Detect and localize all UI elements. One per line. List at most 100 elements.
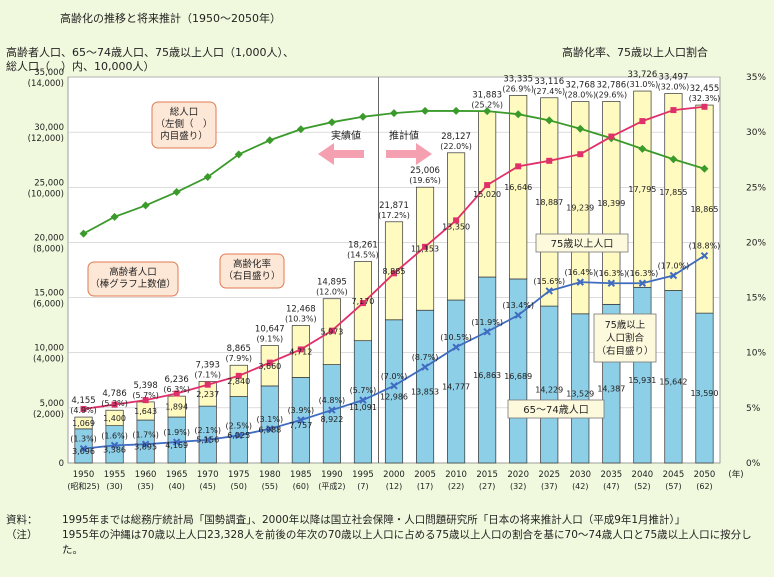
aging-rate-label: (4.9%) <box>70 406 97 415</box>
total-value-label: 10,647 <box>255 325 285 335</box>
total-population-marker <box>203 173 212 182</box>
bar-75-plus-label: 4,712 <box>289 347 312 356</box>
total-value-label: 7,393 <box>196 360 220 370</box>
aging-rate-callout-line: 高齢化率 <box>233 258 272 270</box>
bar-75-plus <box>198 381 217 407</box>
total-value-label: 28,127 <box>441 132 471 142</box>
ratio-75-label: (5.7%) <box>350 386 377 395</box>
projected-arrow <box>386 143 432 165</box>
ratio-75-label: (2.5%) <box>225 421 252 430</box>
aging-rate-label: (31.0%) <box>627 80 659 89</box>
ratio-75-marker <box>638 279 647 287</box>
x-tick-label: 2000 <box>383 470 405 480</box>
total-population-marker <box>545 116 554 125</box>
x-era-label: (42) <box>572 482 588 491</box>
bar-65-74 <box>322 364 341 464</box>
ratio-75-label: (18.8%) <box>689 242 721 251</box>
right-tick-label: 25% <box>746 183 766 193</box>
bar-65-74 <box>478 276 497 464</box>
ratio75-label-line: 人口割合 <box>606 332 645 344</box>
total-population-callout-line: 内目盛り） <box>160 130 208 142</box>
ratio-75-label: (2.1%) <box>194 426 221 435</box>
left-tick-sublabel: (14,000) <box>28 79 64 89</box>
ratio-75-marker <box>514 311 522 319</box>
x-tick-label: 1960 <box>135 470 157 480</box>
aging-rate-label: (26.9%) <box>502 84 534 93</box>
aging-rate-marker <box>701 103 708 110</box>
note-remark: （注） 1955年の沖縄は70歳以上人口23,328人を前後の年次の70歳以上人… <box>6 528 766 558</box>
bar-75-plus-label: 16,646 <box>504 183 532 192</box>
age-65-74-label-box <box>507 399 605 419</box>
bar-65-74-label: 12,986 <box>380 392 408 401</box>
x-era-label: (40) <box>168 482 184 491</box>
bar-75-plus-label: 1,069 <box>72 419 95 428</box>
right-tick-label: 10% <box>746 349 766 359</box>
x-tick-label: 2020 <box>507 470 529 480</box>
aging-rate-label: (9.1%) <box>257 335 284 344</box>
aging-rate-label: (32.3%) <box>689 94 721 103</box>
bar-75-plus-label: 7,170 <box>351 297 374 306</box>
x-tick-label: 2040 <box>632 470 654 480</box>
x-era-label: (47) <box>603 482 619 491</box>
x-tick-label: 1985 <box>290 470 312 480</box>
bar-65-74-label: 6,988 <box>258 425 281 434</box>
chart-notes: 資料： 1995年までは総務庁統計局「国勢調査」、2000年以降は国立社会保障・… <box>6 513 766 558</box>
total-value-label: 32,455 <box>690 84 720 94</box>
ratio-75-marker <box>110 441 119 450</box>
ratio-75-label: (1.9%) <box>163 428 190 437</box>
total-population-marker <box>358 112 367 121</box>
note-source-text: 1995年までは総務庁統計局「国勢調査」、2000年以降は国立社会保障・人口問題… <box>62 514 686 526</box>
aging-rate-label: (17.2%) <box>378 211 410 220</box>
aging-rate-label: (32.0%) <box>658 83 690 92</box>
ratio-75-marker <box>483 328 491 336</box>
bar-75-plus-label: 2,840 <box>227 377 250 386</box>
right-axis-title: 高齢化率、75歳以上人口割合 <box>562 46 708 59</box>
bar-65-74-label: 3,895 <box>134 443 157 452</box>
note-remark-key: （注） <box>6 529 38 541</box>
bar-65-74 <box>260 385 279 464</box>
bar-65-74-label: 16,863 <box>473 371 501 380</box>
aging-rate-marker <box>670 107 677 114</box>
bar-65-74 <box>447 299 466 464</box>
bar-65-74 <box>167 416 186 464</box>
bar-65-74 <box>384 319 404 464</box>
ratio-75-marker <box>607 279 616 287</box>
note-remark-text: 1955年の沖縄は70歳以上人口23,328人を前後の年次の70歳以上人口に占め… <box>62 529 752 556</box>
bar-75-plus-label: 13,350 <box>442 222 470 231</box>
bar-75-plus <box>74 416 93 430</box>
x-tick-label: 2050 <box>694 470 716 480</box>
total-population-callout-line: （左側（ ） <box>155 118 212 130</box>
bar-65-74-label: 14,387 <box>597 385 625 394</box>
over75-label-box <box>535 233 629 253</box>
total-population-marker <box>514 110 523 119</box>
aging-rate-label: (10.3%) <box>285 314 317 323</box>
bar-75-plus <box>540 97 559 307</box>
aging-rate-marker <box>577 151 584 158</box>
left-tick-label: 10,000 <box>34 344 64 354</box>
elderly-population-callout-line: 高齢者人口 <box>109 266 157 278</box>
left-tick-label: 25,000 <box>34 178 64 188</box>
aging-rate-label: (27.4%) <box>533 87 565 96</box>
aging-rate-label: (12.0%) <box>316 288 348 297</box>
aging-rate-label: (28.0%) <box>564 91 596 100</box>
bar-65-74-label: 11,091 <box>349 403 377 412</box>
total-value-label: 31,883 <box>472 90 502 100</box>
right-tick-label: 15% <box>746 294 766 304</box>
bar-75-plus <box>447 152 466 301</box>
total-value-label: 14,895 <box>317 278 347 288</box>
total-value-label: 12,468 <box>286 304 316 314</box>
total-value-label: 33,116 <box>534 77 564 87</box>
aging-rate-marker <box>204 381 211 388</box>
total-value-label: 8,865 <box>227 344 251 354</box>
bar-75-plus <box>633 90 652 288</box>
right-tick-label: 35% <box>746 73 766 83</box>
total-value-label: 32,786 <box>596 80 626 90</box>
bar-65-74-label: 16,689 <box>504 372 532 381</box>
bar-75-plus-label: 3,660 <box>258 362 281 371</box>
right-tick-label: 30% <box>746 128 766 138</box>
bar-75-plus-label: 15,020 <box>473 190 501 199</box>
ratio-75-label: (1.7%) <box>132 430 159 439</box>
total-population-marker <box>141 201 150 210</box>
total-value-label: 4,786 <box>102 389 126 399</box>
aging-rate-marker <box>546 157 553 164</box>
